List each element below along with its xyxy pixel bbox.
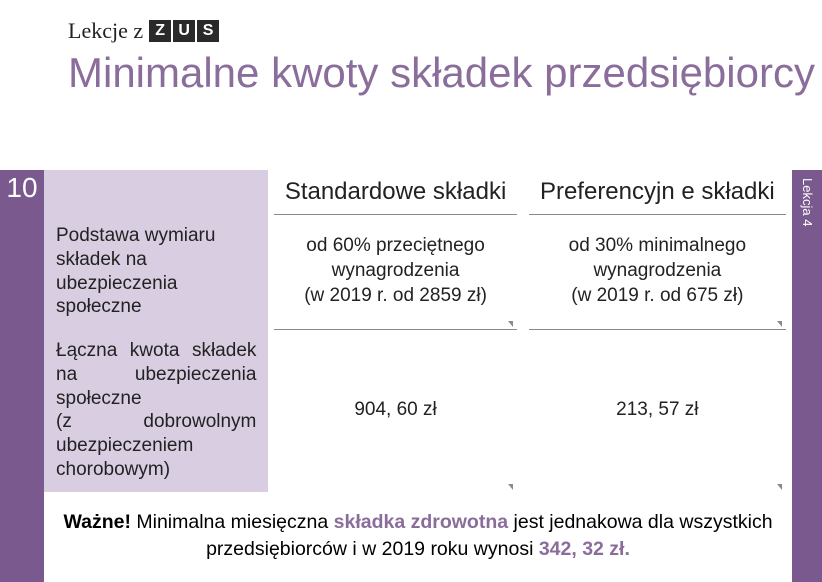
zus-logo: Z U S (149, 20, 219, 42)
important-bold: Ważne! (63, 511, 131, 533)
row-label-basis: Podstawa wymiaru składek na ubezpieczeni… (44, 214, 268, 329)
keyword-amount: 342, 32 zł. (539, 538, 630, 560)
page-title: Minimalne kwoty składek przedsiębiorcy (0, 44, 822, 107)
header-brand: Lekcje z Z U S (0, 0, 822, 44)
important-pre: Minimalna miesięczna (131, 511, 334, 533)
contributions-table: Standardowe składki Preferencyjn e skład… (44, 170, 792, 492)
important-note: Ważne! Minimalna miesięczna składka zdro… (44, 509, 792, 562)
cell-basis-standard: od 60% przeciętnego wynagrodzenia(w 2019… (268, 214, 522, 329)
cell-basis-preferential: od 30% minimalnego wynagrodzenia(w 2019 … (523, 214, 792, 329)
cell-total-standard: 904, 60 zł (268, 329, 522, 492)
table-header-blank (44, 170, 268, 214)
zus-letter-z: Z (149, 20, 171, 42)
lesson-label: Lekcja 4 (800, 178, 815, 226)
cell-total-preferential: 213, 57 zł (523, 329, 792, 492)
zus-letter-u: U (173, 20, 195, 42)
right-sidebar (792, 170, 822, 582)
table-header-preferential: Preferencyjn e składki (523, 170, 792, 214)
table-header-standard: Standardowe składki (268, 170, 522, 214)
row-label-total: Łączna kwota składek na ubezpieczenia sp… (44, 329, 268, 492)
header-prefix: Lekcje z (68, 18, 143, 44)
zus-letter-s: S (197, 20, 219, 42)
slide-number: 10 (0, 170, 44, 582)
keyword-health: składka zdrowotna (334, 511, 508, 533)
